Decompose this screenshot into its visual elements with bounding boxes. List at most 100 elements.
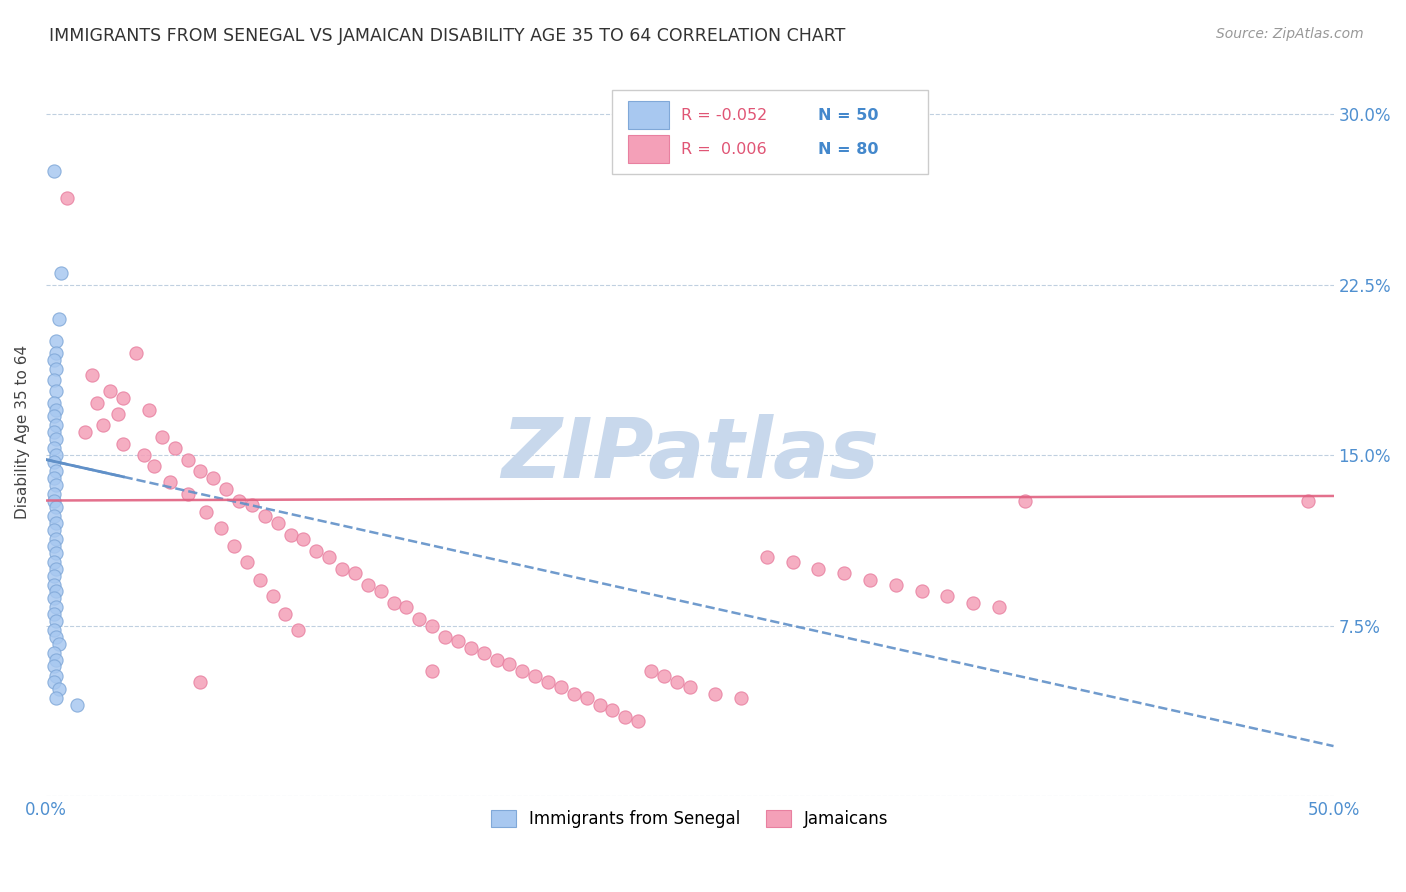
Point [86,396,108,410]
Point [859,573,882,587]
Point [48,637,70,651]
Point [292,532,315,546]
Point [215,482,238,496]
Point [42,539,65,553]
Point [42,577,65,591]
Point [318,550,340,565]
Text: N = 50: N = 50 [818,108,879,122]
Point [627,714,650,728]
Point [42,441,65,455]
Point [910,584,932,599]
Point [45,584,67,599]
Point [236,555,259,569]
Point [42,591,65,606]
Point [408,612,430,626]
Point [524,668,547,682]
Point [305,543,328,558]
Point [209,521,232,535]
Point [253,509,276,524]
Point [550,680,572,694]
Text: Source: ZipAtlas.com: Source: ZipAtlas.com [1216,27,1364,41]
Point [45,614,67,628]
Point [884,577,907,591]
Point [42,493,65,508]
Point [42,373,65,387]
Point [42,675,65,690]
Point [48,311,70,326]
Point [45,464,67,478]
Point [249,573,271,587]
Point [45,546,67,560]
Point [987,600,1010,615]
Point [45,668,67,682]
Point [756,550,779,565]
Point [512,664,534,678]
Point [472,646,495,660]
Point [45,653,67,667]
Point [274,607,297,622]
Point [107,407,129,421]
Y-axis label: Disability Age 35 to 64: Disability Age 35 to 64 [15,345,30,519]
Point [807,562,830,576]
Point [98,384,121,399]
Point [562,687,585,701]
Text: N = 80: N = 80 [818,142,879,157]
Point [42,486,65,500]
Point [112,391,135,405]
Point [370,584,392,599]
Point [420,618,443,632]
Point [832,566,855,581]
Point [45,334,67,349]
Point [82,368,104,383]
Text: ZIPatlas: ZIPatlas [501,414,879,495]
Point [194,505,217,519]
Point [498,657,520,672]
Point [434,630,457,644]
Text: R =  0.006: R = 0.006 [681,142,766,157]
Point [150,430,173,444]
Point [45,448,67,462]
Point [42,523,65,537]
Point [357,577,380,591]
Point [382,596,405,610]
Point [588,698,610,713]
Point [652,668,675,682]
Point [45,691,67,706]
Point [782,555,804,569]
Point [1014,493,1036,508]
Point [240,498,263,512]
Point [42,425,65,440]
Point [45,500,67,515]
Point [45,402,67,417]
Point [730,691,752,706]
Point [602,703,624,717]
Point [42,164,65,178]
Point [45,418,67,433]
Point [45,432,67,446]
Point [679,680,702,694]
Point [91,418,114,433]
Point [222,539,245,553]
Point [45,630,67,644]
Point [936,589,959,603]
Point [42,409,65,424]
Point [45,600,67,615]
Point [42,352,65,367]
FancyBboxPatch shape [628,136,669,163]
Point [42,455,65,469]
Point [45,562,67,576]
Point [66,698,89,713]
Point [55,191,77,205]
FancyBboxPatch shape [613,90,928,174]
Point [267,516,290,531]
Point [287,623,309,637]
Point [704,687,727,701]
Point [42,623,65,637]
Legend: Immigrants from Senegal, Jamaicans: Immigrants from Senegal, Jamaicans [485,804,896,835]
Point [42,555,65,569]
Point [42,568,65,582]
Text: IMMIGRANTS FROM SENEGAL VS JAMAICAN DISABILITY AGE 35 TO 64 CORRELATION CHART: IMMIGRANTS FROM SENEGAL VS JAMAICAN DISA… [49,27,845,45]
Point [614,709,637,723]
Point [45,361,67,376]
Point [132,448,155,462]
